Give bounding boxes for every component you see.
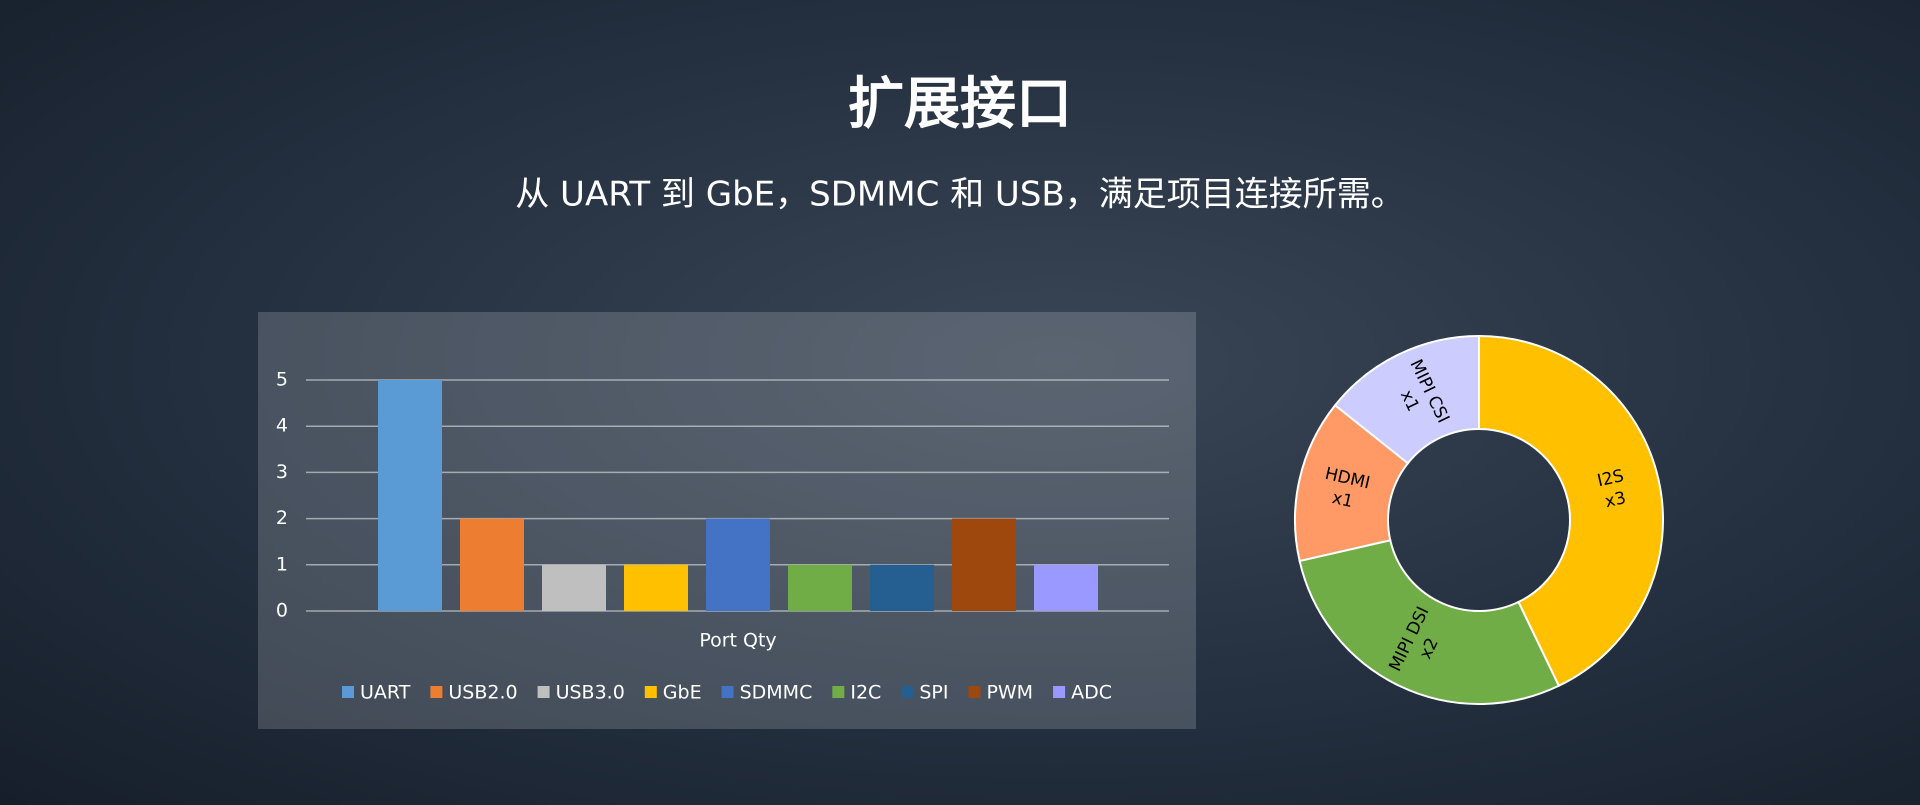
bar <box>788 564 852 611</box>
y-tick-label: 5 <box>276 369 288 391</box>
legend-label: PWM <box>986 682 1033 704</box>
donut-slice <box>1298 539 1561 705</box>
y-tick-label: 4 <box>276 415 288 437</box>
legend-label: GbE <box>663 682 702 704</box>
bar <box>378 380 442 611</box>
bar <box>542 564 606 611</box>
x-axis-category: Port Qty <box>699 630 776 652</box>
legend-label: USB2.0 <box>448 682 517 704</box>
bar <box>952 518 1016 611</box>
legend-swatch <box>832 686 845 698</box>
bar <box>460 518 524 611</box>
donut-slice <box>1333 334 1480 465</box>
legend-label: ADC <box>1071 682 1112 704</box>
y-tick-label: 0 <box>276 600 288 622</box>
slice-value: x1 <box>1330 488 1355 512</box>
legend-swatch <box>968 686 981 698</box>
donut-label: I2Sx3 <box>1595 466 1630 513</box>
legend-swatch <box>644 686 657 698</box>
legend-swatch <box>901 686 914 698</box>
y-tick-label: 3 <box>276 461 288 483</box>
legend-label: SDMMC <box>740 682 813 704</box>
bar <box>706 518 770 611</box>
y-tick-label: 2 <box>276 507 288 529</box>
y-tick-label: 1 <box>276 553 288 575</box>
bar <box>870 564 934 611</box>
legend-swatch <box>1053 686 1066 698</box>
bar <box>624 564 688 611</box>
donut-slice <box>1478 334 1664 688</box>
page-title: 扩展接口 <box>848 72 1072 137</box>
legend-label: I2C <box>850 682 881 704</box>
slice-value: x3 <box>1603 488 1628 512</box>
legend-swatch <box>721 686 734 698</box>
legend-label: UART <box>360 682 411 704</box>
page-subtitle: 从 UART 到 GbE，SDMMC 和 USB，满足项目连接所需。 <box>515 175 1404 215</box>
legend-label: SPI <box>919 682 948 704</box>
legend-swatch <box>430 686 443 698</box>
legend-swatch <box>537 686 550 698</box>
legend-label: USB3.0 <box>556 682 625 704</box>
legend-swatch <box>342 686 355 698</box>
bar <box>1034 564 1098 611</box>
